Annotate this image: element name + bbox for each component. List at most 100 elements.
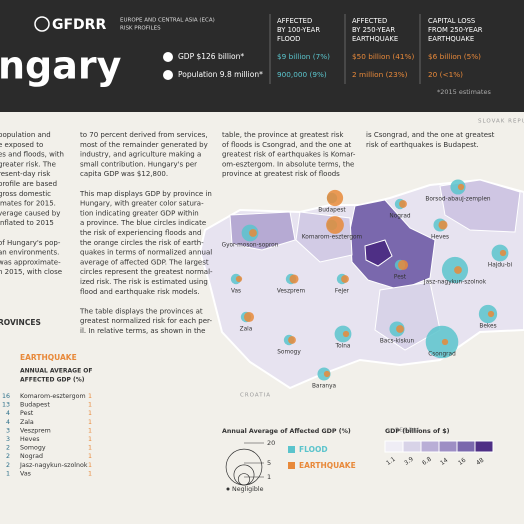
table-cell: 3 bbox=[6, 427, 10, 434]
body-text: om-esztergom. In absolute terms, the bbox=[222, 160, 354, 168]
gdp-tick-label: 14 bbox=[439, 457, 449, 467]
table-cell: Veszprem bbox=[20, 427, 51, 434]
body-text: average of affected GDP. The largest bbox=[80, 258, 209, 266]
stat-people: 2 million (23%) bbox=[352, 70, 408, 79]
stat-people: 20 (<1%) bbox=[428, 70, 463, 79]
province-label: Gyor-moson-sopron bbox=[222, 243, 279, 249]
logo-icon bbox=[34, 16, 50, 32]
table-measure: AFFECTED GDP (%) bbox=[20, 377, 85, 384]
body-text: resent-day risk bbox=[0, 170, 51, 178]
body-text: This map displays GDP by province in bbox=[79, 190, 212, 198]
gdp-swatch bbox=[402, 440, 422, 453]
table-cell: 1 bbox=[88, 402, 92, 409]
body-text: verage caused by bbox=[0, 209, 60, 217]
table-cell: 1 bbox=[88, 470, 92, 477]
table-cell: 1 bbox=[88, 445, 92, 452]
body-text: greater risk. The bbox=[0, 160, 56, 168]
province-label: Heves bbox=[431, 235, 449, 241]
stat-label: BY 250-YEAR bbox=[352, 26, 395, 34]
stat-money: $50 billion (41%) bbox=[352, 52, 414, 61]
stat-label: AFFECTED bbox=[277, 17, 312, 25]
gdp: GDP $126 billion* bbox=[178, 52, 244, 61]
earthquake-circle bbox=[341, 275, 349, 283]
table-cell: Nograd bbox=[20, 453, 43, 460]
gdp-tick-label: 6.8 bbox=[421, 456, 433, 467]
legend-size-label: 20 bbox=[267, 439, 275, 447]
table-measure: ANNUAL AVERAGE OF bbox=[20, 368, 92, 375]
body-text: profile are based bbox=[0, 180, 57, 188]
table-cell: 1 bbox=[88, 410, 92, 417]
body-text: of Hungary's pop- bbox=[0, 239, 61, 247]
body-text: greatest normalized risk for each per- bbox=[80, 317, 212, 325]
stat-money: $9 billion (7%) bbox=[277, 52, 330, 61]
body-text: inflated to 2015 bbox=[0, 219, 54, 227]
body-text: is Csongrad, and the one at greatest bbox=[366, 131, 495, 139]
population: Population 9.8 million* bbox=[178, 70, 263, 79]
country-label: SERBIA bbox=[395, 428, 421, 434]
province-label: Fejer bbox=[335, 289, 350, 295]
legend-swatch bbox=[288, 462, 295, 469]
earthquake-circle bbox=[438, 220, 448, 230]
legend-negligible-dot bbox=[226, 487, 230, 491]
province-label: Komarom-esztergom bbox=[302, 235, 363, 241]
earthquake-circle bbox=[441, 338, 449, 346]
table-cell: 2 bbox=[6, 462, 10, 469]
body-text: a province. The blue circles indicate bbox=[80, 219, 206, 227]
province-label: Vas bbox=[231, 289, 241, 295]
stat-label: FLOOD bbox=[277, 35, 300, 43]
body-text: most of the remainder generated by bbox=[80, 141, 208, 149]
province-label: Pest bbox=[394, 275, 407, 281]
body-text: gross domestic bbox=[0, 190, 51, 198]
province-label: Budapest bbox=[318, 208, 346, 214]
table-cell: 2 bbox=[6, 453, 10, 460]
table-cell: Budapest bbox=[20, 402, 50, 409]
body-text: was approximate- bbox=[0, 258, 61, 266]
body-text: small contribution. Hungary's per bbox=[80, 160, 197, 168]
table-cell: 2 bbox=[6, 445, 10, 452]
body-text: ized risk. The risk is estimated using bbox=[80, 278, 208, 286]
province-label: Bekes bbox=[479, 324, 496, 330]
earthquake-circle bbox=[323, 370, 331, 378]
body-text: greatest risk of earthquakes is Komar- bbox=[222, 151, 356, 159]
earthquake-circle bbox=[326, 216, 344, 234]
earthquake-circle bbox=[454, 266, 462, 274]
province-label: Veszprem bbox=[277, 289, 306, 295]
stat-label: AFFECTED bbox=[352, 17, 387, 25]
body-text: imates for 2015. bbox=[0, 200, 56, 208]
table-cell: 1 bbox=[88, 436, 92, 443]
legend-earthquake: EARTHQUAKE bbox=[299, 461, 356, 470]
table-cell: 1 bbox=[88, 393, 92, 400]
org-name: GFDRR bbox=[52, 17, 106, 33]
table-cell: Pest bbox=[20, 410, 34, 417]
earthquake-circle bbox=[288, 336, 296, 344]
body-text: circles represent the greatest normal- bbox=[80, 268, 213, 276]
gdp-swatch bbox=[420, 440, 440, 453]
table-cell: Zala bbox=[20, 419, 34, 426]
gdp-icon bbox=[163, 52, 173, 62]
earthquake-circle bbox=[399, 200, 407, 208]
body-text: an environments. bbox=[0, 249, 59, 257]
province-label: Nograd bbox=[389, 214, 410, 220]
earthquake-circle bbox=[397, 259, 409, 271]
body-text: tion indicating greater GDP within bbox=[80, 209, 199, 217]
province-label: Jasz-nagykun-szolnok bbox=[423, 280, 487, 286]
earthquake-circle bbox=[342, 330, 350, 338]
stat-money: $6 billion (5%) bbox=[428, 52, 481, 61]
earthquake-circle bbox=[396, 325, 404, 333]
earthquake-circle bbox=[326, 189, 344, 207]
table-cell: 1 bbox=[6, 470, 10, 477]
stat-label: BY 100-YEAR bbox=[277, 26, 320, 34]
table-peril: EARTHQUAKE bbox=[20, 353, 77, 362]
table-title: ROVINCES bbox=[0, 318, 41, 327]
table-cell: 16 bbox=[2, 393, 10, 400]
table-cell: 3 bbox=[6, 436, 10, 443]
table-cell: Vas bbox=[20, 470, 31, 477]
title: ngary bbox=[0, 44, 122, 88]
body-text: risk of earthquakes is Budapest. bbox=[366, 141, 479, 149]
legend-negligible: Negligible bbox=[232, 486, 264, 493]
body-text: Hungary, with greater color satura- bbox=[80, 200, 204, 208]
gdp-swatch bbox=[474, 440, 494, 453]
series-label: EUROPE AND CENTRAL ASIA (ECA) bbox=[120, 18, 215, 24]
earthquake-circle bbox=[249, 229, 257, 237]
